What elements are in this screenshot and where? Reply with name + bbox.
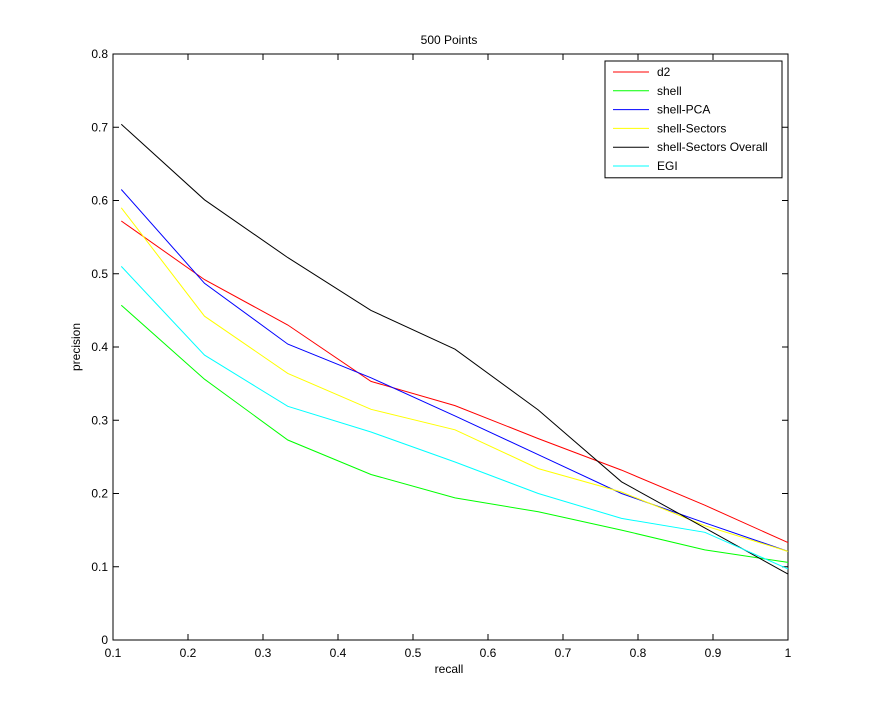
series-line-egi [120,266,789,570]
x-tick-label: 0.4 [330,646,347,660]
y-tick-label: 0.1 [91,560,108,574]
y-tick-label: 0.7 [91,120,108,134]
legend-label: shell-PCA [657,103,710,117]
legend-label: shell-Sectors [657,121,726,135]
x-tick-label: 0.1 [105,646,122,660]
y-tick-label: 0.3 [91,413,108,427]
y-tick-label: 0 [101,633,108,647]
series-line-d2 [121,220,789,544]
series-line-shell-sectors-overall [120,123,789,575]
y-tick-label: 0.4 [91,340,108,354]
y-tick-label: 0.2 [91,487,108,501]
legend-box [604,60,783,179]
x-tick-label: 0.7 [555,646,572,660]
x-tick-label: 0.5 [405,646,422,660]
legend: d2 shell shell-PCA shell-Sectors shell-Secto… [604,60,783,179]
x-tick-label: 0.8 [630,646,647,660]
chart-title: 500 Points [421,33,478,47]
y-tick-label: 0.8 [91,47,108,61]
x-axis-label: recall [435,662,464,676]
legend-label: d2 [657,65,671,79]
x-tick-label: 0.6 [480,646,497,660]
legend-label: EGI [657,159,678,173]
y-axis: 0 0.1 0.2 0.3 0.4 0.5 0.6 0.7 0.8 [91,47,788,647]
x-tick-label: 0.9 [705,646,722,660]
x-axis: 0.1 0.2 0.3 0.4 0.5 0.6 0.7 0.8 0.9 1 [105,54,792,660]
y-axis-label: precision [69,323,83,371]
series-line-shell [120,304,789,563]
series-lines [120,123,789,575]
legend-label: shell [657,84,682,98]
series-line-shell-sectors [120,207,789,552]
legend-label: shell-Sectors Overall [657,140,768,154]
y-tick-label: 0.5 [91,267,108,281]
x-tick-label: 0.2 [180,646,197,660]
x-tick-label: 1 [785,646,792,660]
y-tick-label: 0.6 [91,194,108,208]
x-tick-label: 0.3 [255,646,272,660]
